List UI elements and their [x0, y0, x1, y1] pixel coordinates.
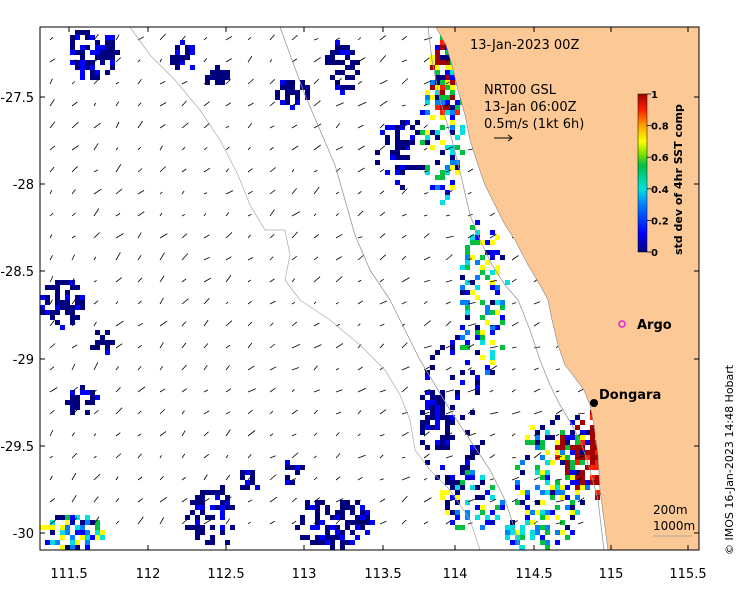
current-time-label: 13-Jan 06:00Z: [484, 100, 577, 115]
colorbar-tick-label: 0.2: [651, 216, 669, 227]
dongara-label: Dongara: [599, 388, 661, 403]
contour-1000m: [279, 27, 521, 550]
colorbar-tick-label: 1: [651, 90, 658, 101]
colorbar-tick-label: 0.4: [651, 185, 669, 196]
argo-label: Argo: [637, 318, 672, 333]
contour-200m: [427, 27, 605, 550]
colorbar-tick-label: 0: [651, 248, 658, 259]
colorbar-label: std dev of 4hr SST comp: [672, 104, 685, 255]
colorbar-tick-label: 0.6: [651, 153, 669, 164]
contour-label-200m: 200m: [653, 503, 688, 517]
x-tick-label: 111.5: [50, 567, 87, 582]
y-tick-label: -29.5: [0, 440, 34, 455]
credit-text: © IMOS 16-Jan-2023 14:48 Hobart: [723, 364, 736, 555]
dongara-marker-icon: [590, 399, 598, 407]
colorbar-tick-label: 0.8: [651, 122, 669, 133]
x-axis: 111.5 112 112.5 113 113.5 114 114.5 115 115.5: [50, 27, 707, 582]
y-tick-label: -27.5: [0, 91, 34, 106]
land-mass: [435, 27, 699, 550]
contour-2000m: [129, 27, 481, 550]
x-tick-label: 115: [599, 567, 624, 582]
plot-frame: [39, 26, 700, 551]
x-tick-label: 114: [443, 567, 468, 582]
argo-marker-icon: [618, 320, 626, 328]
colorbar: 0 0.2 0.4 0.6 0.8 1 std dev of 4hr SST comp: [637, 90, 685, 259]
x-tick-label: 115.5: [669, 567, 706, 582]
x-tick-label: 112.5: [207, 567, 244, 582]
x-tick-label: 113: [292, 567, 317, 582]
y-tick-label: -28.5: [0, 265, 34, 280]
colorbar-gradient: [637, 93, 648, 253]
y-tick-label: -30: [13, 527, 34, 542]
contour-label-1000m: 1000m: [653, 519, 695, 533]
x-tick-label: 114.5: [515, 567, 552, 582]
current-source-label: NRT00 GSL: [484, 83, 557, 98]
x-tick-label: 112: [136, 567, 161, 582]
scale-arrow-icon: [494, 134, 513, 142]
y-tick-label: -28: [13, 178, 34, 193]
y-axis: -27.5 -28 -28.5 -29 -29.5 -30: [0, 91, 699, 542]
y-tick-label: -29: [13, 353, 34, 368]
current-scale-label: 0.5m/s (1kt 6h): [484, 117, 584, 132]
x-tick-label: 113.5: [364, 567, 401, 582]
place-argo: Argo: [618, 318, 672, 333]
map-title: 13-Jan-2023 00Z: [470, 38, 579, 53]
place-dongara: Dongara: [590, 388, 661, 407]
